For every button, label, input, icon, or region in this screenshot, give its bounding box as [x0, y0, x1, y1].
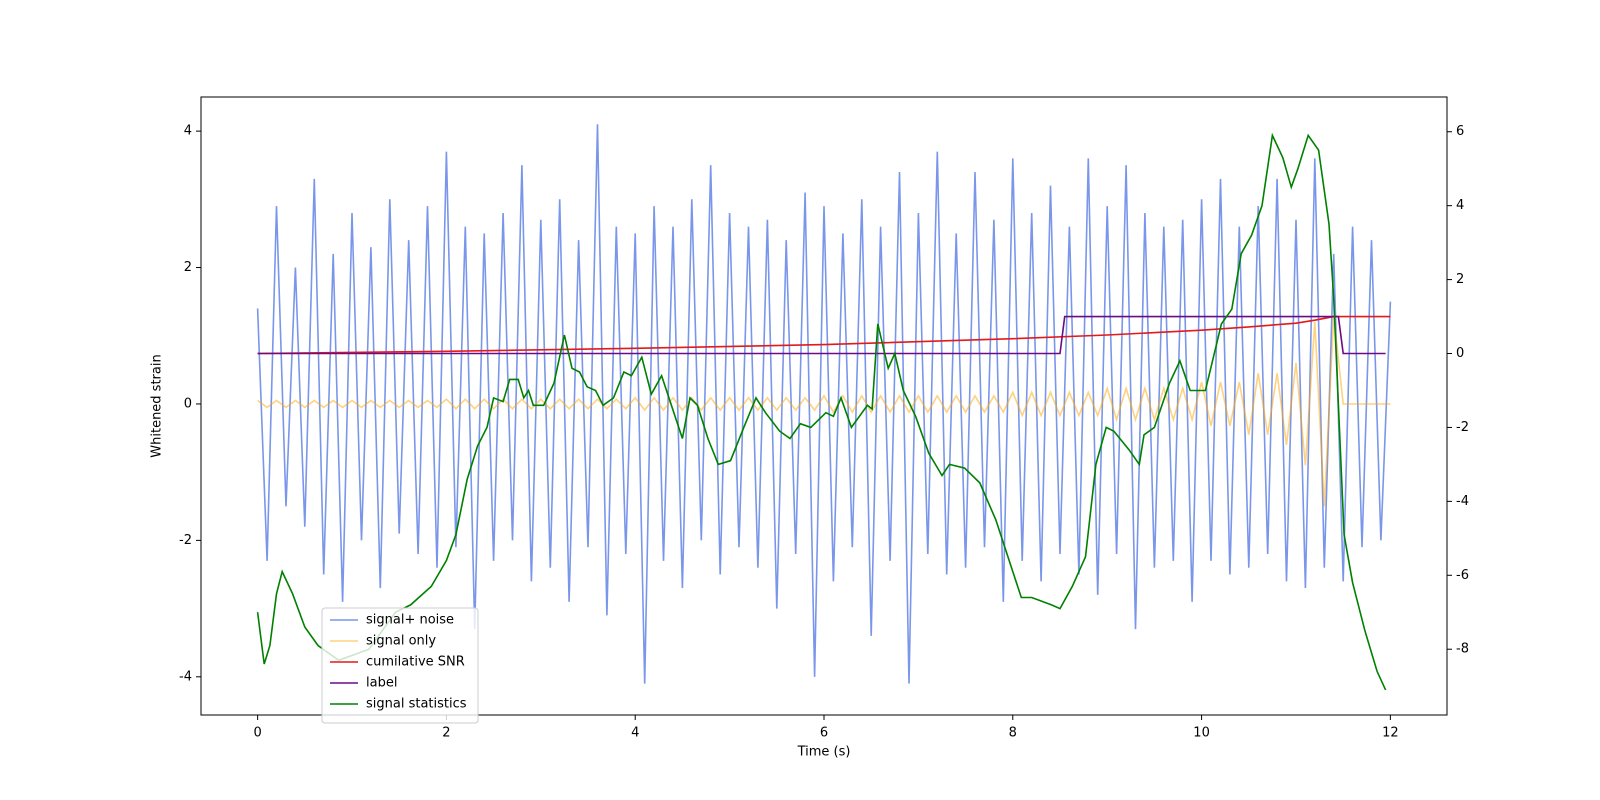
y-tick-label: -4: [179, 669, 192, 684]
x-tick-label: 6: [820, 726, 828, 741]
y2-tick-label: -8: [1456, 642, 1469, 657]
y-tick-label: 4: [184, 124, 192, 139]
y2-tick-label: 6: [1456, 124, 1464, 139]
series-line: [257, 315, 1386, 355]
y-tick-label: 2: [184, 260, 192, 275]
series-line: [256, 132, 1387, 691]
y-axis-label: Whitened strain: [150, 354, 165, 457]
y-tick-label: -2: [179, 533, 192, 548]
x-tick-label: 4: [631, 726, 639, 741]
y2-tick-label: -4: [1456, 494, 1469, 509]
y2-tick-label: 4: [1456, 198, 1464, 213]
legend: signal+ noise signal only cumilative SNR la…: [321, 607, 479, 724]
x-tick-label: 0: [253, 726, 261, 741]
x-axis-label: Time (s): [797, 745, 851, 760]
series-line: [256, 124, 1392, 684]
y2-tick-label: -6: [1456, 568, 1469, 583]
legend-label: signal+ noise: [366, 613, 454, 628]
y2-tick-label: 2: [1456, 272, 1464, 287]
legend-label: signal statistics: [366, 697, 467, 712]
x-tick-label: 2: [442, 726, 450, 741]
y-tick-label: 0: [184, 396, 192, 411]
y2-tick-label: 0: [1456, 346, 1464, 361]
y2-tick-label: -2: [1456, 420, 1469, 435]
legend-label: cumilative SNR: [366, 655, 465, 670]
legend-label: label: [366, 676, 397, 691]
x-tick-label: 8: [1009, 726, 1017, 741]
legend-box: [321, 607, 479, 724]
x-tick-label: 12: [1382, 726, 1399, 741]
x-tick-label: 10: [1193, 726, 1210, 741]
series-line: [257, 315, 1391, 355]
series-line: [257, 315, 1391, 507]
legend-label: signal only: [366, 634, 436, 649]
